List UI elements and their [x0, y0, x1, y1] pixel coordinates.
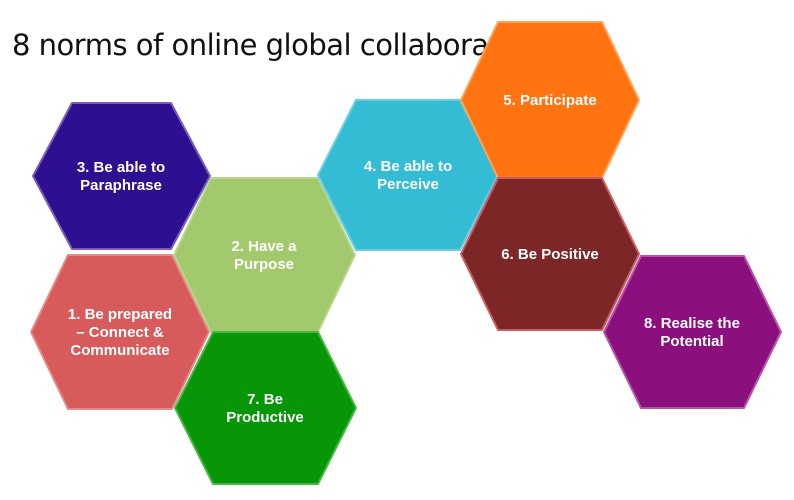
hex-label: 7. Be Productive — [226, 391, 304, 426]
hex-label-line: 4. Be able to — [364, 158, 452, 175]
hex-label-line: 6. Be Positive — [501, 246, 599, 263]
hex-norm-2: 2. Have a Purpose — [173, 177, 356, 333]
hex-shape — [460, 177, 640, 331]
hex-label: 6. Be Positive — [501, 246, 599, 263]
hex-label-line: 5. Participate — [503, 92, 596, 109]
hex-label: 2. Have a Purpose — [231, 238, 297, 273]
hex-norm-6: 6. Be Positive — [460, 177, 640, 331]
hex-label: 5. Participate — [503, 92, 596, 109]
hex-shape — [603, 255, 782, 409]
hex-label-line: Perceive — [377, 176, 439, 193]
hex-label-line: 2. Have a — [231, 238, 297, 255]
hex-label: 3. Be able to Paraphrase — [77, 159, 165, 194]
hex-norm-5: 5. Participate — [460, 21, 640, 179]
hex-label: 4. Be able to Perceive — [364, 158, 452, 193]
hex-shape — [173, 177, 356, 333]
hex-shape — [30, 254, 210, 410]
hex-label-line: Purpose — [234, 256, 294, 273]
hex-label-line: Potential — [660, 333, 723, 350]
hex-label-line: Paraphrase — [80, 177, 162, 194]
hex-label: 8. Realise the Potential — [644, 315, 740, 350]
hex-shape — [32, 102, 211, 250]
hex-norm-1: 1. Be prepared – Connect & Communicate — [30, 254, 210, 410]
hex-label-line: – Connect & — [76, 324, 164, 341]
hex-label-line: 1. Be prepared — [68, 306, 172, 323]
hex-norm-3: 3. Be able to Paraphrase — [32, 102, 211, 250]
hex-label-line: 3. Be able to — [77, 159, 165, 176]
hex-label-line: Productive — [226, 409, 304, 426]
hex-label-line: 7. Be — [247, 391, 283, 408]
hex-label-line: Communicate — [70, 342, 169, 359]
diagram-title: 8 norms of online global collaboration — [12, 28, 543, 62]
hex-label: 1. Be prepared – Connect & Communicate — [68, 306, 172, 359]
hex-norm-8: 8. Realise the Potential — [603, 255, 782, 409]
hex-label-line: 8. Realise the — [644, 315, 740, 332]
hex-shape — [174, 331, 357, 485]
hex-norm-7: 7. Be Productive — [174, 331, 357, 485]
